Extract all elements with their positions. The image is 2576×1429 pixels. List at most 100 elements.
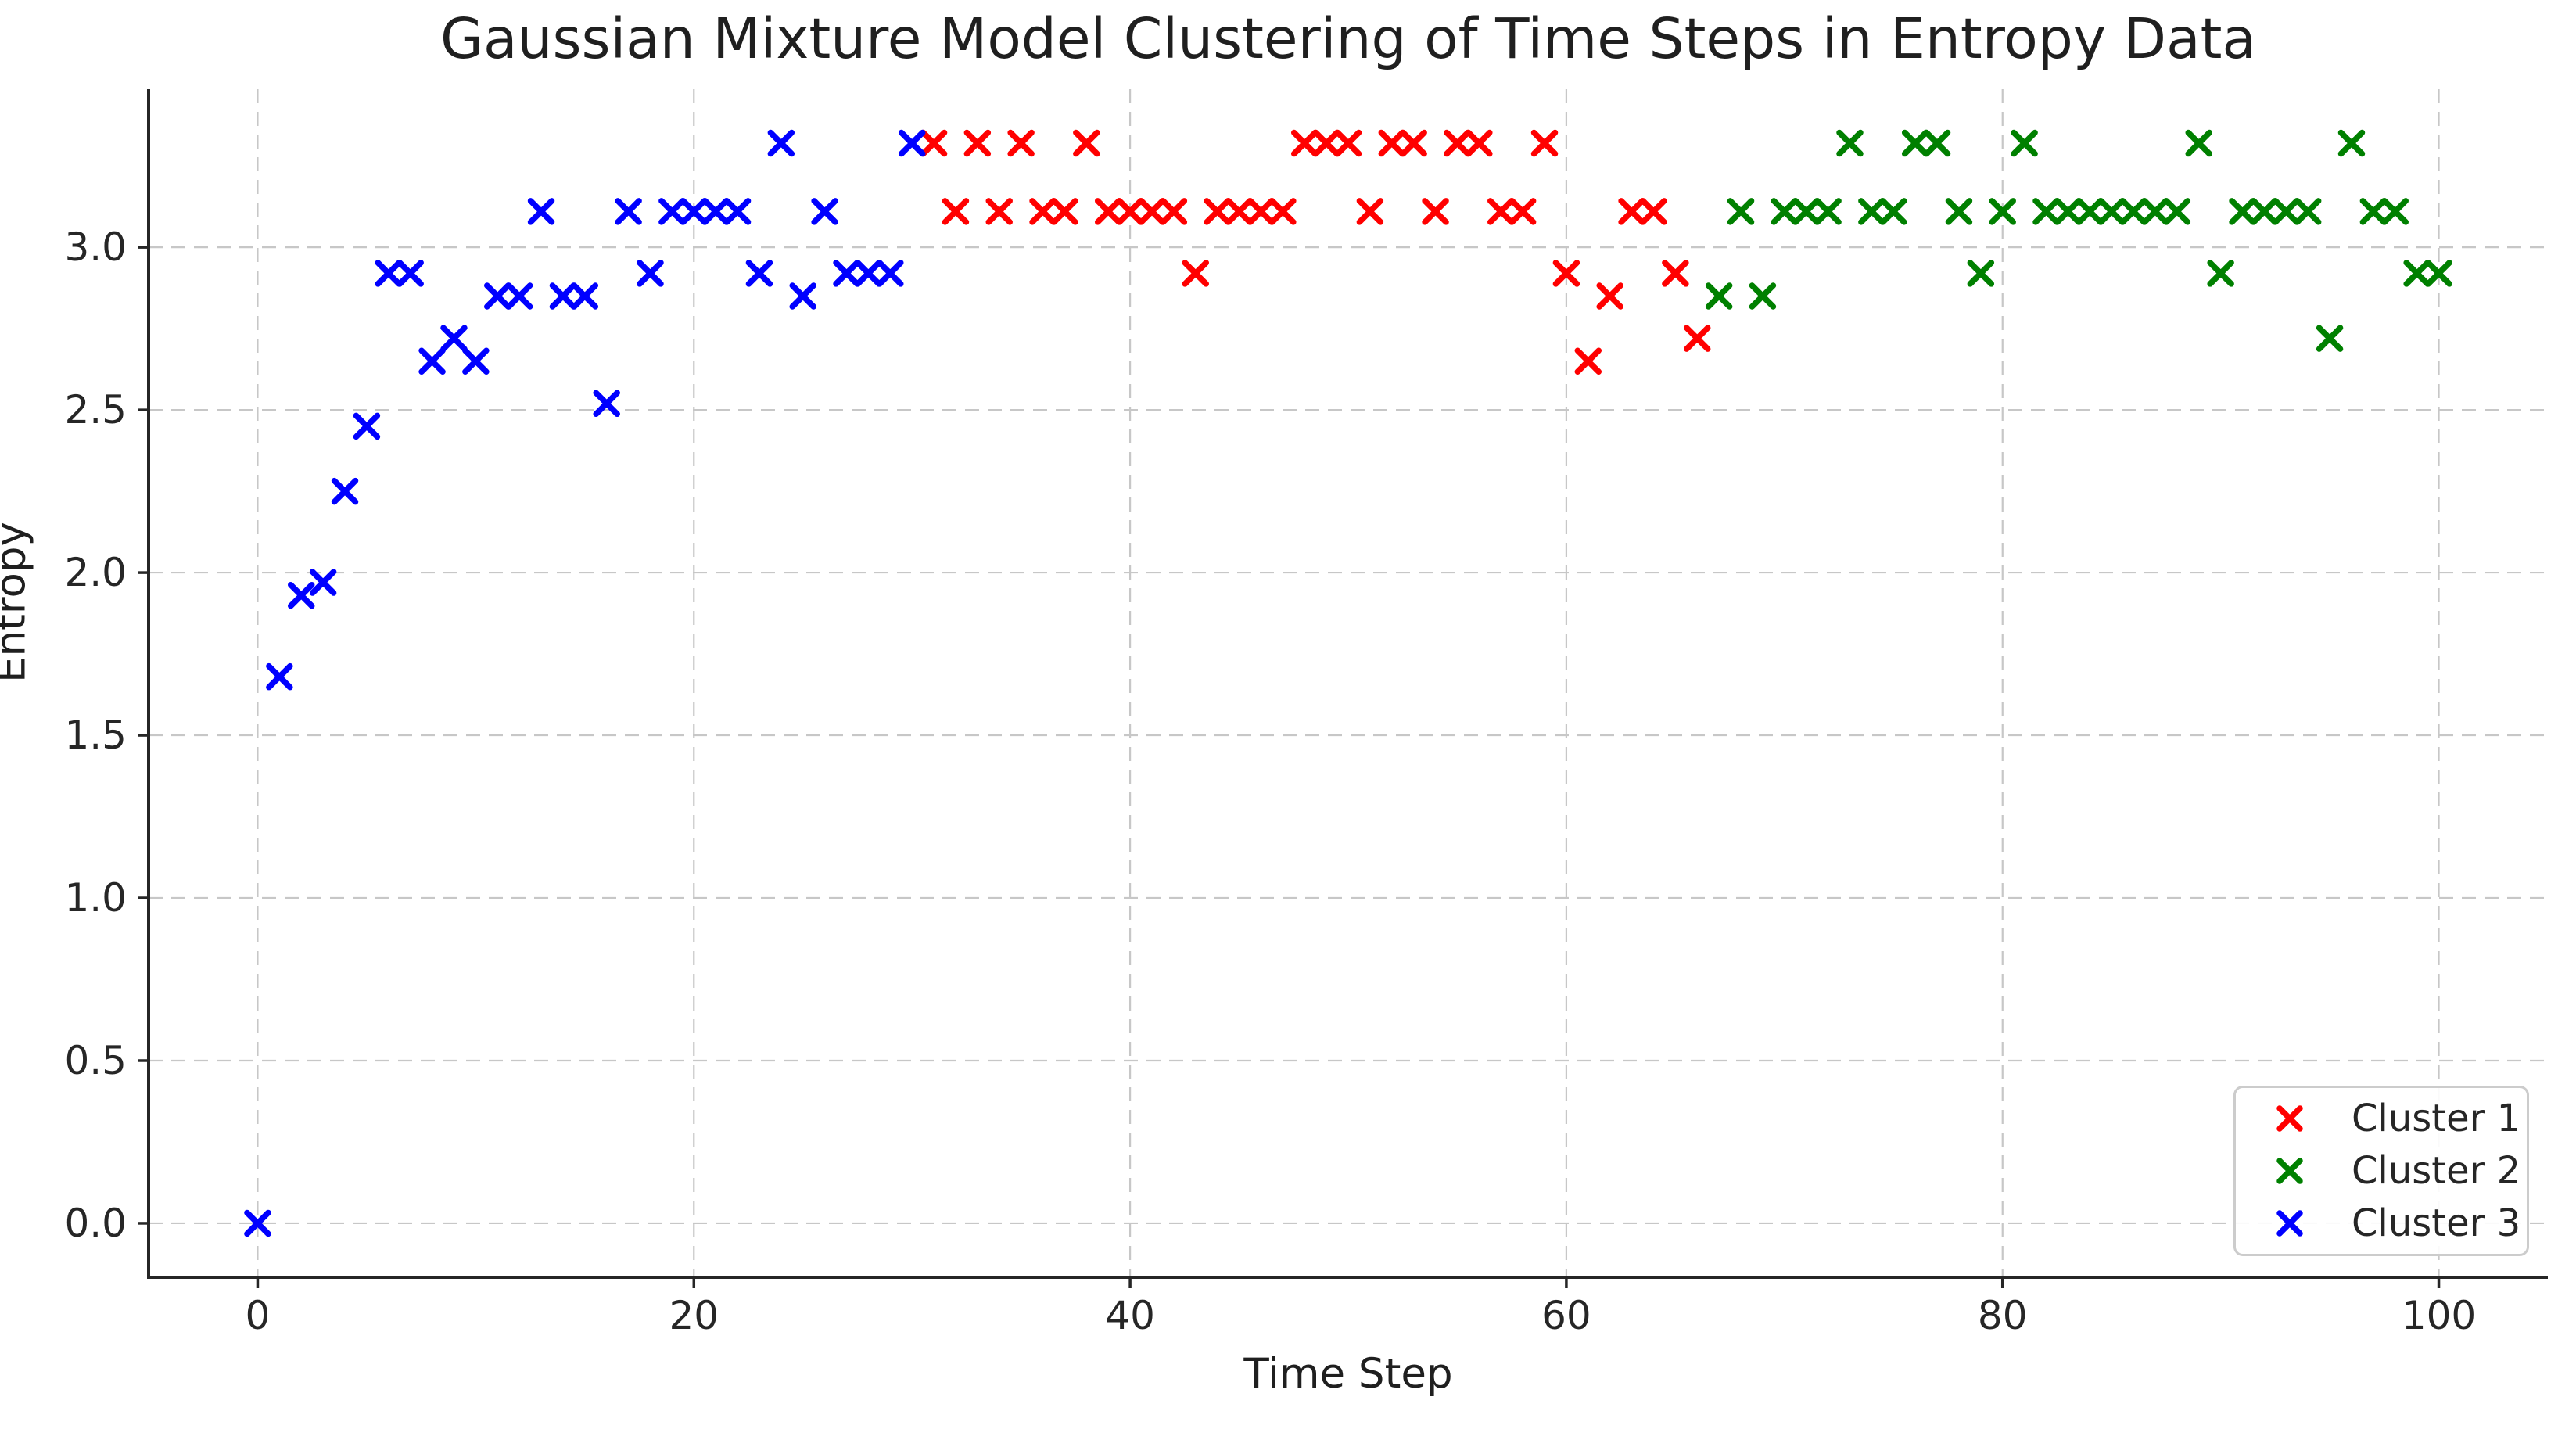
data-point-cluster-1: [985, 198, 1013, 225]
data-point-cluster-2: [1923, 129, 1951, 157]
data-point-cluster-3: [244, 1209, 271, 1237]
data-point-cluster-1: [1116, 198, 1144, 225]
legend-label: Cluster 3: [2352, 1201, 2521, 1245]
data-point-cluster-2: [2141, 198, 2169, 225]
data-point-cluster-1: [1334, 129, 1362, 157]
data-point-cluster-1: [1444, 129, 1471, 157]
data-point-cluster-2: [2032, 198, 2060, 225]
data-point-cluster-3: [549, 282, 577, 310]
data-point-cluster-3: [723, 198, 752, 225]
legend-x-marker-icon: [2276, 1158, 2303, 1184]
y-tick-label-3.0: 3.0: [64, 224, 127, 270]
data-point-cluster-2: [1989, 198, 2016, 225]
data-point-cluster-3: [396, 260, 424, 287]
data-point-cluster-3: [287, 581, 315, 609]
x-tick-label-80: 80: [1978, 1293, 2028, 1338]
data-point-cluster-2: [1967, 260, 1995, 287]
data-point-cluster-2: [2425, 260, 2452, 287]
legend-label: Cluster 2: [2352, 1149, 2521, 1193]
data-point-cluster-2: [1792, 198, 1820, 225]
data-point-cluster-2: [2185, 129, 2212, 157]
data-point-cluster-1: [1640, 198, 1667, 225]
data-point-cluster-2: [2229, 198, 2256, 225]
data-point-cluster-1: [1400, 129, 1427, 157]
y-tick-label-1.5: 1.5: [64, 713, 127, 758]
data-point-cluster-1: [1487, 198, 1515, 225]
y-tick-label-0.5: 0.5: [64, 1038, 127, 1083]
data-point-cluster-1: [1247, 198, 1275, 225]
data-point-cluster-2: [1814, 198, 1842, 225]
legend-label: Cluster 1: [2352, 1097, 2521, 1141]
data-point-cluster-2: [2163, 198, 2191, 225]
data-point-cluster-1: [1596, 282, 1623, 310]
data-point-cluster-3: [637, 260, 664, 287]
data-point-cluster-3: [615, 198, 642, 225]
data-point-cluster-3: [505, 282, 533, 310]
data-point-cluster-1: [1422, 198, 1449, 225]
data-point-cluster-2: [1771, 198, 1799, 225]
data-point-cluster-2: [2251, 198, 2278, 225]
data-point-cluster-3: [745, 260, 773, 287]
data-point-cluster-3: [440, 325, 468, 352]
data-point-cluster-2: [1727, 198, 1755, 225]
data-point-cluster-2: [2294, 198, 2322, 225]
legend: Cluster 1 Cluster 2 Cluster 3: [2233, 1086, 2529, 1256]
data-point-cluster-2: [1880, 198, 1907, 225]
data-point-cluster-1: [1466, 129, 1493, 157]
legend-item-2: Cluster 2: [2236, 1145, 2527, 1197]
data-point-cluster-1: [920, 129, 948, 157]
data-point-cluster-1: [1269, 198, 1297, 225]
y-tick-label-2.0: 2.0: [64, 550, 127, 595]
data-point-cluster-2: [1749, 282, 1777, 310]
x-tick-label-0: 0: [246, 1293, 271, 1338]
y-tick-label-1.0: 1.0: [64, 875, 127, 921]
data-point-cluster-1: [1138, 198, 1166, 225]
data-point-cluster-3: [898, 129, 926, 157]
data-point-cluster-1: [1312, 129, 1340, 157]
chart-title: Gaussian Mixture Model Clustering of Tim…: [440, 6, 2256, 71]
data-point-cluster-1: [1073, 129, 1100, 157]
data-point-cluster-2: [2076, 198, 2104, 225]
data-point-cluster-3: [527, 198, 555, 225]
data-point-cluster-2: [2359, 198, 2388, 225]
data-point-cluster-3: [418, 347, 446, 375]
data-point-cluster-1: [1552, 260, 1580, 287]
data-point-cluster-3: [789, 282, 816, 310]
data-point-cluster-2: [2316, 325, 2344, 352]
data-point-cluster-2: [2119, 198, 2147, 225]
data-point-cluster-2: [2273, 198, 2300, 225]
data-point-cluster-3: [855, 260, 882, 287]
data-point-cluster-3: [833, 260, 860, 287]
legend-item-1: Cluster 1: [2236, 1093, 2527, 1145]
x-tick-label-40: 40: [1105, 1293, 1155, 1338]
data-point-cluster-3: [877, 260, 904, 287]
data-point-cluster-2: [1901, 129, 1929, 157]
data-point-cluster-1: [1007, 129, 1035, 157]
data-point-cluster-3: [266, 662, 293, 691]
data-point-cluster-1: [1618, 198, 1645, 225]
data-point-cluster-2: [2097, 198, 2126, 225]
data-point-cluster-3: [767, 129, 795, 157]
y-axis-label-text: Entropy: [0, 522, 35, 683]
data-point-cluster-1: [1509, 198, 1537, 225]
data-point-cluster-1: [1662, 260, 1689, 287]
legend-x-marker-icon: [2276, 1105, 2303, 1133]
data-point-cluster-1: [1160, 198, 1188, 225]
data-point-cluster-2: [2337, 129, 2366, 157]
data-point-cluster-1: [1684, 325, 1711, 352]
data-point-cluster-1: [1378, 129, 1406, 157]
data-point-cluster-3: [701, 198, 730, 225]
data-point-cluster-2: [1945, 198, 1973, 225]
data-point-cluster-1: [1182, 260, 1210, 287]
y-tick-label-0.0: 0.0: [64, 1201, 127, 1246]
data-point-cluster-3: [375, 260, 403, 287]
data-point-cluster-3: [811, 198, 838, 225]
data-point-cluster-2: [2381, 198, 2409, 225]
data-point-cluster-2: [1705, 282, 1733, 310]
y-tick-label-2.5: 2.5: [64, 387, 127, 433]
data-point-cluster-1: [1051, 198, 1078, 225]
data-point-cluster-2: [2011, 129, 2038, 157]
data-point-cluster-2: [2054, 198, 2082, 225]
data-point-cluster-3: [331, 477, 359, 505]
